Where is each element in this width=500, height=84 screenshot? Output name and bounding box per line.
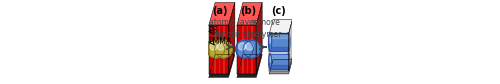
Polygon shape [252, 25, 253, 74]
Text: (a): (a) [212, 6, 228, 16]
Ellipse shape [269, 56, 270, 62]
Polygon shape [242, 25, 244, 74]
Circle shape [236, 40, 254, 58]
Ellipse shape [269, 54, 272, 69]
Polygon shape [256, 3, 262, 74]
Text: PS: PS [208, 26, 218, 35]
Text: PMMA: PMMA [208, 37, 232, 46]
Ellipse shape [286, 33, 290, 51]
Ellipse shape [268, 33, 272, 51]
Circle shape [236, 41, 254, 59]
Polygon shape [247, 25, 248, 74]
Text: deposition: deposition [212, 30, 253, 39]
Polygon shape [209, 55, 235, 77]
Polygon shape [270, 60, 292, 74]
Circle shape [210, 43, 217, 50]
Polygon shape [224, 25, 225, 74]
Circle shape [215, 41, 233, 59]
Ellipse shape [287, 54, 290, 69]
Ellipse shape [269, 35, 270, 43]
Circle shape [207, 40, 225, 58]
Ellipse shape [287, 54, 290, 69]
Polygon shape [209, 3, 235, 25]
Circle shape [218, 43, 225, 50]
Text: polymer: polymer [250, 30, 282, 39]
Polygon shape [219, 25, 220, 74]
Polygon shape [288, 19, 292, 71]
Circle shape [246, 43, 253, 50]
Polygon shape [270, 19, 292, 34]
Circle shape [208, 41, 226, 59]
Text: (b): (b) [240, 6, 256, 16]
Circle shape [238, 43, 246, 50]
Ellipse shape [287, 33, 290, 51]
Polygon shape [237, 25, 256, 74]
Polygon shape [237, 3, 262, 25]
Circle shape [214, 40, 232, 58]
Polygon shape [209, 25, 229, 74]
Polygon shape [237, 55, 262, 77]
Text: (c): (c) [271, 6, 286, 16]
Polygon shape [214, 25, 216, 74]
Text: atomic layer: atomic layer [209, 18, 257, 27]
Polygon shape [228, 3, 235, 74]
Circle shape [243, 40, 260, 58]
Circle shape [244, 41, 262, 59]
Polygon shape [270, 34, 288, 71]
Text: remove: remove [252, 18, 280, 27]
